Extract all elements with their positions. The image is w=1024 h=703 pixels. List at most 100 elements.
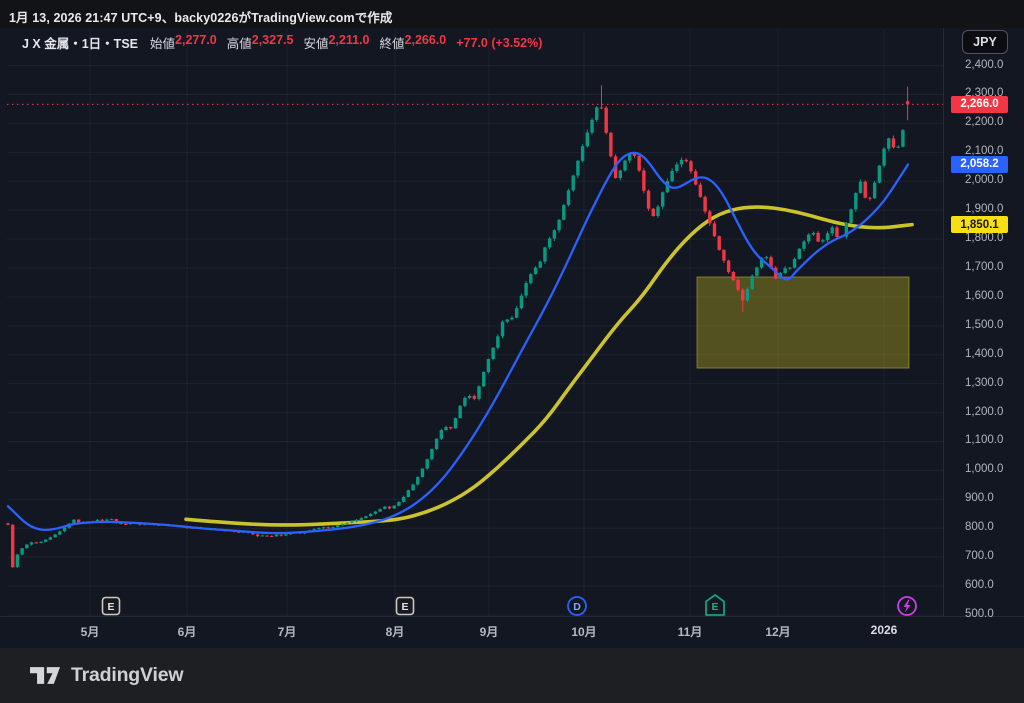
candle [53,533,57,538]
candle [637,153,641,173]
candle [543,246,547,264]
candle [783,266,787,275]
candle [279,533,283,537]
candle [383,505,387,510]
candle [255,533,260,538]
time-axis-label: 6月 [177,625,197,639]
candle [58,530,62,536]
candle [444,425,448,431]
candle [354,518,359,523]
ma-slow-tag: 1,850.1 [951,216,1008,234]
dividend-oct-marker-icon[interactable]: D [567,596,587,616]
candle [905,86,910,121]
candle [472,394,476,401]
candle [670,168,674,183]
time-axis-label: 11月 [677,625,703,639]
candle [48,536,53,541]
candle [882,147,886,168]
currency-toggle-button[interactable]: JPY [962,30,1008,54]
earnings-upcoming-nov-marker-icon[interactable]: E [705,594,725,616]
ohlc-open: 始値 2,277.0 [150,33,217,51]
candle [849,208,853,224]
candle [100,518,104,522]
time-axis-label: 5月 [80,625,100,639]
candle [604,105,608,135]
candle [675,162,679,173]
drawn-range-box[interactable] [696,276,910,369]
candle [722,249,726,263]
candle [750,274,754,291]
candle [679,157,684,168]
candle [25,543,29,549]
time-axis-label: 10月 [571,625,597,639]
candle [397,501,401,507]
chart-stage: E E D E J X 金属・1日・TSE 始値 2,277.0 高値 2,327.5 安… [0,28,1024,648]
candle [755,266,759,279]
candle [359,517,363,522]
candle [406,489,411,498]
ma-slow-line [184,205,914,527]
candle [416,476,420,486]
candle [835,225,839,238]
candle [39,541,43,544]
candle [854,192,858,212]
footer-bar: TradingView [0,648,1024,703]
last-price-tag: 2,266.0 [951,95,1008,113]
candle [449,426,453,430]
candle [708,209,712,226]
svg-text:E: E [107,601,114,613]
candle [580,144,585,163]
tradingview-link[interactable]: TradingView [30,664,184,687]
ohlc-close: 終値 2,266.0 [379,33,447,51]
candle [712,221,717,237]
earnings-may-marker-icon[interactable]: E [101,596,121,616]
candle [868,196,872,201]
symbol-title[interactable]: J X 金属・1日・TSE [22,37,138,51]
price-axis-label: 1,300.0 [965,376,1004,389]
candle [595,106,599,122]
candle [807,233,811,244]
price-axis-label: 2,000.0 [965,174,1004,187]
event-jan-marker-icon[interactable] [897,596,917,616]
candle [741,288,745,312]
price-axis-label: 1,400.0 [965,347,1004,360]
candle [797,248,801,260]
price-axis-label: 2,200.0 [965,116,1004,129]
svg-text:E: E [401,601,408,613]
candle [500,320,505,339]
tradingview-logo-icon [30,667,60,684]
candle [514,305,519,319]
candle [11,524,15,568]
candle [368,513,373,517]
candle [411,483,415,491]
time-axis-label: 12月 [765,625,791,639]
price-axis-label: 1,600.0 [965,289,1004,302]
grid-lines [7,30,943,616]
candle [656,204,660,219]
candle [887,137,891,152]
candle [76,519,81,523]
candle [590,117,594,135]
price-axis-label: 1,500.0 [965,318,1004,331]
candle [571,174,575,192]
price-axis-label: 1,200.0 [965,405,1004,418]
candle [736,278,740,292]
price-axis-label: 600.0 [965,579,994,592]
candle [453,417,458,429]
candle [825,231,830,243]
price-axis-label: 1,100.0 [965,434,1004,447]
candle [265,535,269,537]
earnings-aug-marker-icon[interactable]: E [395,596,415,616]
candle [350,520,354,524]
candle [566,188,571,207]
candle [336,524,340,528]
candle [811,231,816,236]
candle [430,448,434,461]
candle [486,358,491,374]
candle [816,231,820,243]
ma-fast-tag: 2,058.2 [951,155,1008,173]
candle [858,179,863,194]
candle [20,547,24,556]
